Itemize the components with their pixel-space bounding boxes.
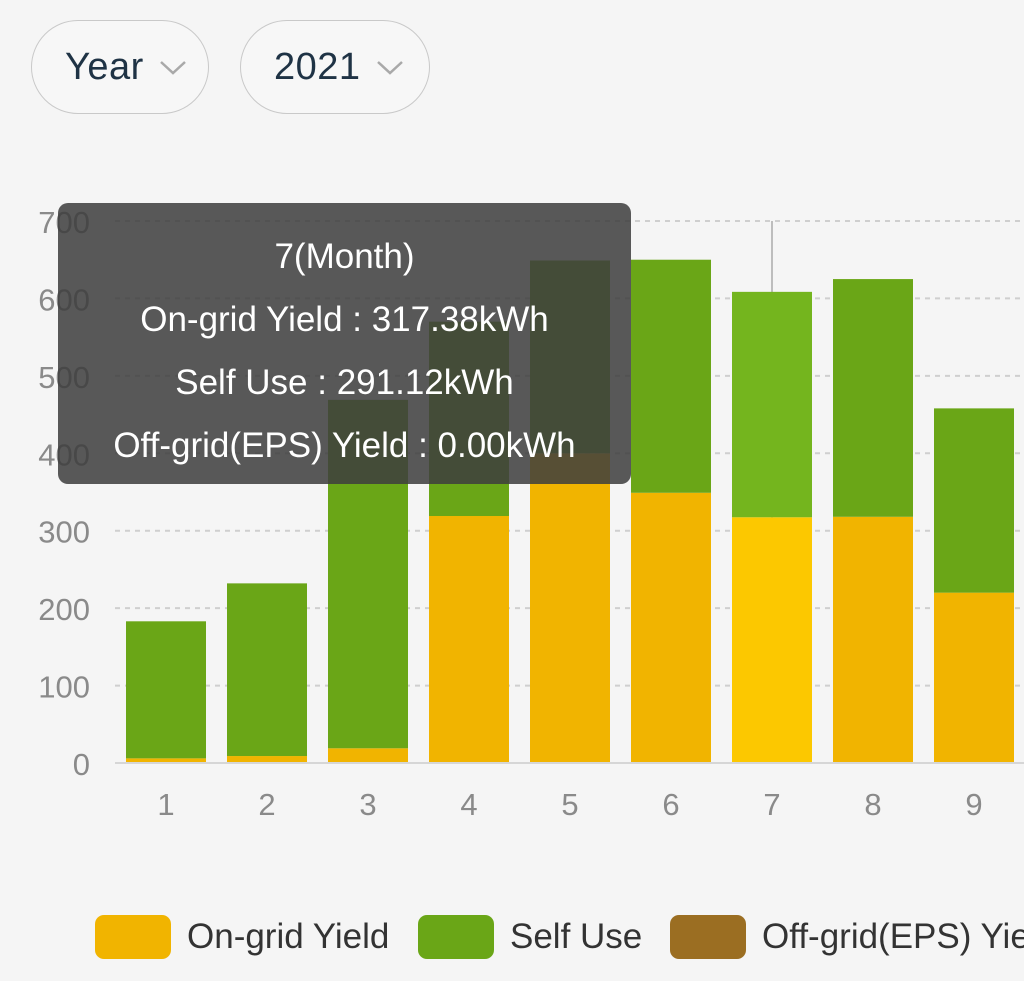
bar-self-use-1 xyxy=(126,621,206,759)
bar-on-grid-yield-2 xyxy=(227,756,307,763)
bar-self-use-9 xyxy=(934,408,1014,593)
bar-self-use-2 xyxy=(227,583,307,757)
x-tick-label: 5 xyxy=(561,787,578,822)
bar-self-use-6 xyxy=(631,259,711,493)
legend-label-self-use: Self Use xyxy=(510,917,643,956)
legend-label-off-grid: Off-grid(EPS) Yield xyxy=(762,917,1024,956)
chevron-down-icon xyxy=(376,61,403,75)
legend-label-on-grid: On-grid Yield xyxy=(187,917,390,956)
bar-self-use-8 xyxy=(833,279,913,517)
bar-on-grid-yield-6 xyxy=(631,492,711,763)
y-tick-label: 100 xyxy=(38,670,90,705)
y-tick-label: 300 xyxy=(38,515,90,550)
legend-swatch-off-grid xyxy=(670,915,746,959)
x-tick-label: 2 xyxy=(258,787,275,822)
year-select[interactable]: 2021 xyxy=(240,20,430,114)
legend-swatch-self-use xyxy=(418,915,494,959)
bar-on-grid-yield-1 xyxy=(126,758,206,763)
x-tick-label: 7 xyxy=(763,787,780,822)
chevron-down-icon xyxy=(159,61,186,75)
bar-on-grid-yield-7 xyxy=(732,517,812,763)
x-tick-label: 4 xyxy=(460,787,477,822)
period-select[interactable]: Year xyxy=(31,20,209,114)
year-select-value: 2021 xyxy=(274,45,361,88)
bar-self-use-7 xyxy=(732,291,812,518)
tooltip-line-on-grid: On-grid Yield : 317.38kWh xyxy=(140,300,549,339)
chart-tooltip: 7(Month) On-grid Yield : 317.38kWh Self … xyxy=(58,203,631,484)
y-tick-label: 200 xyxy=(38,592,90,627)
period-select-value: Year xyxy=(65,45,144,88)
bar-on-grid-yield-5 xyxy=(530,453,610,763)
legend-item-self-use[interactable]: Self Use xyxy=(418,912,642,962)
chart-legend: On-grid Yield Self Use Off-grid(EPS) Yie… xyxy=(0,912,1024,962)
bar-on-grid-yield-9 xyxy=(934,592,1014,763)
x-tick-label: 8 xyxy=(864,787,881,822)
tooltip-line-off-grid: Off-grid(EPS) Yield : 0.00kWh xyxy=(113,426,576,465)
x-tick-label: 6 xyxy=(662,787,679,822)
bar-on-grid-yield-3 xyxy=(328,748,408,763)
x-tick-label: 9 xyxy=(965,787,982,822)
tooltip-title: 7(Month) xyxy=(274,237,415,276)
bar-on-grid-yield-8 xyxy=(833,516,913,763)
x-tick-label: 1 xyxy=(157,787,174,822)
bar-on-grid-yield-4 xyxy=(429,516,509,763)
legend-item-on-grid[interactable]: On-grid Yield xyxy=(95,912,389,962)
x-tick-label: 3 xyxy=(359,787,376,822)
legend-swatch-on-grid xyxy=(95,915,171,959)
legend-item-off-grid[interactable]: Off-grid(EPS) Yield xyxy=(670,912,1024,962)
tooltip-line-self-use: Self Use : 291.12kWh xyxy=(175,363,514,402)
y-tick-label: 0 xyxy=(73,747,90,782)
